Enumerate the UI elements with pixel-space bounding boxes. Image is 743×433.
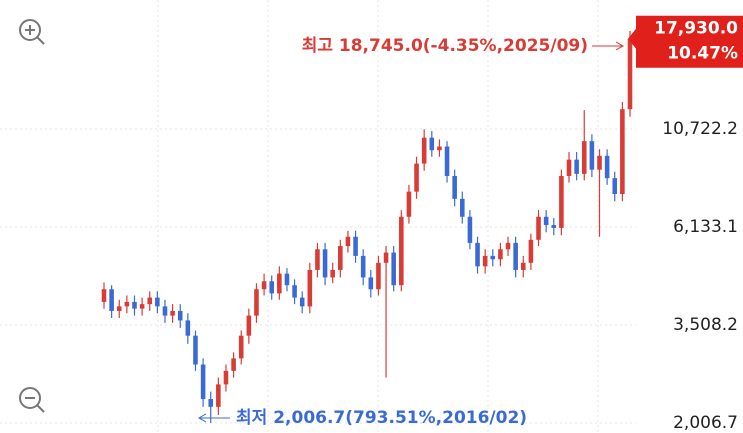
- zoom-in-handle[interactable]: [36, 36, 45, 45]
- zoom-in-icon[interactable]: [19, 19, 41, 41]
- low-annotation-head: [197, 413, 207, 423]
- candle-body: [505, 242, 511, 250]
- candle-body: [208, 399, 214, 407]
- candle-body: [490, 255, 496, 260]
- candle-body: [406, 191, 412, 217]
- candle-body: [559, 175, 564, 228]
- candle-body: [116, 306, 122, 311]
- candle-body: [429, 137, 435, 151]
- y-tick-label: 3,508.2: [673, 315, 738, 335]
- candle-body: [147, 297, 153, 305]
- candle-body: [231, 358, 236, 371]
- candle-body: [124, 301, 130, 307]
- candle-body: [391, 252, 396, 286]
- candle-body: [353, 236, 358, 256]
- candle-body: [467, 216, 473, 243]
- candle-body: [200, 364, 206, 400]
- candle-body: [482, 255, 488, 267]
- candle-body: [460, 198, 465, 217]
- high-annotation-head: [615, 41, 625, 51]
- candle-body: [360, 255, 366, 278]
- candle-body: [284, 273, 290, 286]
- candle-body: [277, 273, 282, 294]
- candle-body: [185, 320, 191, 336]
- candle-body: [322, 249, 328, 278]
- current-change-label: 10.47%: [667, 44, 738, 64]
- candle-body: [421, 137, 427, 164]
- candle-body: [444, 146, 450, 176]
- candle-body: [581, 141, 587, 174]
- candle-body: [101, 289, 107, 302]
- zoom-out-button[interactable]: [19, 387, 45, 413]
- candle-body: [338, 246, 343, 270]
- current-price-pointer: [628, 28, 636, 49]
- candle-body: [139, 304, 145, 309]
- candle-body: [170, 310, 175, 316]
- candle-body: [513, 242, 518, 270]
- candle-body: [620, 109, 625, 195]
- candle-body: [254, 289, 259, 316]
- candle-body: [177, 310, 183, 321]
- y-tick-label: 2,006.7: [673, 413, 738, 433]
- candle-body: [604, 155, 610, 179]
- candle-body: [498, 249, 503, 260]
- candle-body: [315, 249, 320, 270]
- vertical-grid: [157, 0, 599, 433]
- candle-body: [566, 159, 572, 176]
- zoom-in-button[interactable]: [19, 19, 45, 45]
- candle-body: [376, 262, 381, 290]
- y-tick-label: 10,722.2: [662, 119, 738, 139]
- candle-body: [330, 269, 335, 278]
- candle-body: [574, 159, 579, 174]
- zoom-out-handle[interactable]: [36, 404, 45, 413]
- candle-body: [383, 252, 389, 263]
- candle-body: [612, 178, 618, 195]
- candle-body: [543, 216, 549, 226]
- candle-body: [299, 297, 305, 307]
- candle-body: [132, 301, 137, 309]
- zoom-out-icon[interactable]: [19, 387, 41, 409]
- candle-body: [155, 297, 160, 307]
- candle-body: [292, 285, 297, 298]
- current-price-label: 17,930.0: [654, 19, 738, 39]
- candle-body: [368, 277, 374, 290]
- low-annotation: 최저 2,006.7(793.51%,2016/02): [236, 408, 527, 428]
- candle-body: [437, 146, 442, 151]
- current-price-box: [636, 15, 743, 68]
- candle-body: [216, 384, 221, 407]
- candle-body: [551, 225, 557, 228]
- candle-body: [246, 315, 252, 336]
- candle-body: [162, 306, 168, 316]
- candle-body: [536, 216, 541, 240]
- candle-body: [589, 141, 595, 170]
- candle-body: [452, 175, 457, 199]
- candle-body: [261, 281, 267, 290]
- candle-body: [627, 38, 633, 110]
- candle-body: [223, 370, 229, 385]
- high-annotation: 최고 18,745.0(-4.35%,2025/09): [302, 36, 588, 56]
- candle-body: [269, 281, 274, 294]
- y-tick-label: 6,133.1: [673, 217, 738, 237]
- candle-body: [307, 269, 313, 307]
- candle-body: [345, 236, 351, 247]
- candle-body: [238, 335, 244, 359]
- candle-body: [399, 216, 404, 286]
- candle-body: [475, 242, 480, 267]
- candle-body: [109, 289, 114, 311]
- candle-body: [520, 262, 526, 270]
- candle-body: [528, 239, 534, 263]
- candle-body: [597, 155, 602, 170]
- candle-body: [414, 163, 419, 192]
- candle-body: [193, 335, 198, 365]
